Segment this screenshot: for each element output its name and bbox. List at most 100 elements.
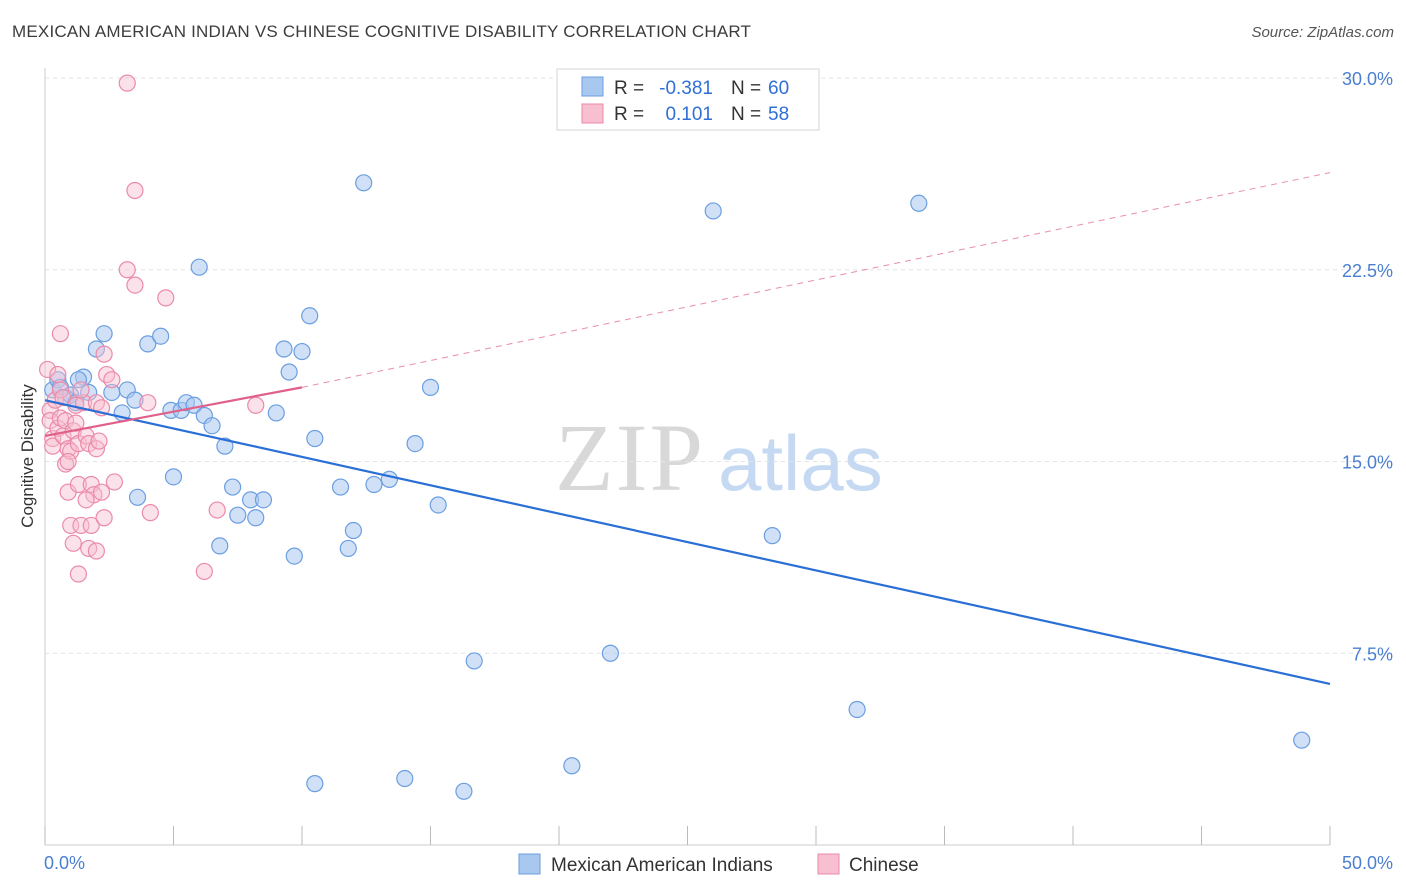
- legend-n-value-2: 58: [768, 104, 789, 125]
- trendline-chinese: [44, 386, 303, 438]
- bottom-legend-swatch-pink: [817, 853, 840, 875]
- point-chinese: [82, 516, 100, 535]
- point-chinese: [49, 365, 67, 384]
- bottom-legend: Mexican American Indians Chinese: [518, 853, 919, 876]
- legend-r-label-1: R =: [614, 78, 644, 99]
- point-mexican-american-indians: [355, 174, 373, 192]
- point-chinese: [64, 534, 82, 552]
- point-chinese: [77, 491, 95, 509]
- point-chinese: [247, 396, 265, 414]
- y-axis-label: Cognitive Disability: [18, 384, 37, 528]
- point-chinese: [54, 388, 72, 407]
- y-tick-label: 22.5%: [1342, 261, 1393, 281]
- point-chinese: [69, 565, 88, 583]
- point-mexican-american-indians: [69, 371, 88, 389]
- legend-r-value-2: 0.101: [665, 104, 713, 125]
- point-mexican-american-indians: [139, 335, 157, 353]
- point-mexican-american-indians: [126, 391, 144, 409]
- source-label: Source: ZipAtlas.com: [1251, 24, 1394, 41]
- trendline-chinese-extension: [301, 172, 1331, 388]
- point-mexican-american-indians: [301, 307, 319, 325]
- point-mexican-american-indians: [365, 475, 383, 494]
- point-chinese: [208, 501, 226, 519]
- x-tick-label: 0.0%: [44, 853, 85, 873]
- point-mexican-american-indians: [339, 539, 357, 558]
- point-mexican-american-indians: [704, 202, 722, 220]
- point-mexican-american-indians: [306, 775, 324, 793]
- point-chinese: [59, 440, 77, 458]
- point-chinese: [59, 452, 77, 471]
- point-chinese: [139, 394, 157, 412]
- x-tick-label: 50.0%: [1342, 853, 1393, 873]
- point-mexican-american-indians: [910, 194, 928, 212]
- point-mexican-american-indians: [280, 363, 298, 381]
- legend-n-value-1: 60: [768, 78, 789, 99]
- trendline-mexican-american-indians: [44, 399, 1331, 686]
- point-mexican-american-indians: [1293, 731, 1311, 749]
- point-mexican-american-indians: [563, 757, 581, 775]
- bottom-legend-swatch-blue: [518, 853, 541, 875]
- point-chinese: [92, 483, 111, 501]
- point-mexican-american-indians: [128, 488, 147, 506]
- point-mexican-american-indians: [601, 644, 620, 662]
- legend-r-value-1: -0.381: [659, 78, 713, 99]
- point-chinese: [38, 360, 57, 379]
- legend-n-label-2: N =: [731, 104, 761, 125]
- point-mexican-american-indians: [331, 478, 350, 496]
- point-chinese: [51, 325, 70, 343]
- point-chinese: [95, 345, 113, 363]
- axes: [44, 68, 1331, 846]
- point-mexican-american-indians: [465, 652, 483, 670]
- point-mexican-american-indians: [406, 435, 424, 453]
- tick-labels: 7.5% 15.0% 22.5% 30.0% 0.0% 50.0%: [44, 69, 1393, 873]
- point-mexican-american-indians: [344, 521, 362, 540]
- y-tick-label: 30.0%: [1342, 69, 1393, 89]
- point-chinese: [118, 74, 136, 92]
- legend-n-label-1: N =: [731, 78, 761, 99]
- point-chinese: [118, 261, 136, 279]
- point-mexican-american-indians: [275, 340, 293, 358]
- point-chinese: [157, 289, 175, 307]
- point-mexican-american-indians: [229, 506, 247, 524]
- point-chinese: [105, 473, 123, 491]
- watermark-atlas: atlas: [718, 419, 883, 507]
- legend-r-label-2: R =: [614, 104, 644, 125]
- point-mexican-american-indians: [763, 527, 781, 545]
- point-chinese: [103, 371, 121, 389]
- point-mexican-american-indians: [421, 378, 440, 396]
- chart-title: MEXICAN AMERICAN INDIAN VS CHINESE COGNI…: [12, 22, 752, 41]
- point-chinese: [126, 276, 144, 294]
- point-mexican-american-indians: [224, 478, 242, 496]
- point-mexican-american-indians: [285, 547, 303, 565]
- watermark-zip: ZIP: [555, 404, 705, 511]
- point-mexican-american-indians: [190, 258, 208, 276]
- point-mexican-american-indians: [306, 429, 324, 448]
- point-chinese: [195, 562, 213, 581]
- point-mexican-american-indians: [216, 437, 234, 455]
- point-mexican-american-indians: [254, 491, 273, 509]
- point-mexican-american-indians: [152, 327, 170, 345]
- point-chinese: [141, 504, 159, 522]
- point-mexican-american-indians: [293, 342, 311, 361]
- legend-swatch-blue: [581, 76, 604, 97]
- point-mexican-american-indians: [848, 700, 866, 719]
- point-mexican-american-indians: [95, 325, 113, 343]
- point-chinese: [90, 432, 108, 450]
- point-mexican-american-indians: [267, 404, 285, 422]
- bottom-legend-label-1: Mexican American Indians: [551, 855, 773, 876]
- point-mexican-american-indians: [247, 509, 265, 527]
- point-chinese: [72, 381, 90, 399]
- trend-lines: [301, 172, 1331, 388]
- point-mexican-american-indians: [211, 537, 229, 555]
- point-chinese: [69, 475, 88, 494]
- point-chinese: [87, 542, 106, 560]
- point-mexican-american-indians: [396, 769, 414, 788]
- point-mexican-american-indians: [380, 470, 398, 488]
- point-mexican-american-indians: [429, 496, 447, 514]
- legend-swatch-pink: [581, 103, 604, 124]
- y-tick-label: 7.5%: [1352, 644, 1393, 664]
- data-points: [38, 74, 1331, 800]
- point-chinese: [126, 181, 144, 200]
- point-mexican-american-indians: [455, 782, 473, 800]
